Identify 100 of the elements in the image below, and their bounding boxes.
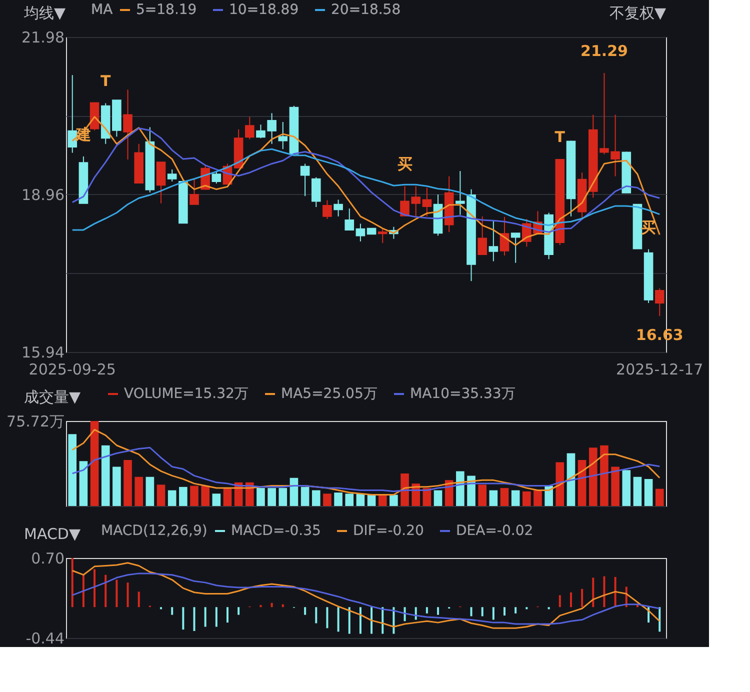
y-tick-label: 75.72万 (6, 412, 64, 430)
bar (592, 578, 594, 608)
candlestick (300, 163, 310, 197)
bar (478, 484, 486, 506)
bar (655, 488, 664, 506)
bar (434, 490, 442, 506)
annotation: 买 (397, 155, 412, 174)
line-series (72, 562, 660, 629)
bar (94, 569, 96, 608)
bar (68, 434, 77, 506)
text: MACD▼ (24, 525, 81, 543)
bar (190, 486, 198, 506)
text: 成交量▼ (24, 388, 81, 406)
legend-label: VOLUME=15.32万 (124, 386, 248, 402)
candlestick (478, 216, 487, 255)
bar (71, 558, 74, 608)
y-tick-label: 15.94 (22, 344, 64, 362)
annotation: 21.29 (580, 42, 628, 60)
bar (544, 486, 553, 506)
candlestick (278, 122, 288, 150)
bar (514, 607, 517, 614)
bar (581, 588, 584, 608)
y-tick-label: 0.70 (31, 550, 64, 568)
legend-label: DEA=-0.02 (456, 523, 534, 539)
bar (614, 576, 616, 608)
bar (566, 453, 576, 506)
bar (644, 479, 653, 506)
bar (337, 607, 340, 632)
bar (370, 607, 373, 634)
bar (356, 494, 365, 506)
bar (323, 494, 332, 506)
x-tick-label: 2025-09-25 (28, 360, 116, 378)
bar (126, 582, 129, 608)
bar (82, 574, 84, 608)
annotation: T (554, 128, 566, 146)
bar (201, 486, 210, 506)
bar (390, 494, 398, 506)
x-tick-label: 2025-12-17 (616, 360, 704, 378)
candlestick (156, 162, 166, 204)
bar (146, 476, 154, 506)
bar (492, 607, 494, 620)
candlestick (654, 288, 664, 317)
bar (156, 484, 166, 506)
bar (611, 466, 620, 506)
bar (90, 421, 99, 506)
bar (489, 490, 498, 506)
bar (124, 460, 132, 506)
candlestick (510, 232, 520, 264)
bar (212, 494, 221, 506)
legend-label: 20=18.58 (331, 2, 401, 18)
bar (304, 607, 306, 615)
bar (315, 607, 318, 624)
bar (522, 491, 531, 506)
bar (112, 466, 121, 506)
bar (400, 473, 409, 506)
line-series (72, 572, 660, 625)
bar (312, 490, 320, 506)
bar (204, 607, 206, 627)
bar (359, 607, 362, 634)
bar (134, 476, 144, 506)
text: 不复权▼ (609, 4, 666, 22)
bar (470, 607, 472, 616)
bar (556, 462, 564, 506)
bar (367, 494, 376, 506)
bar (588, 448, 598, 506)
legend-label: DIF=-0.20 (353, 523, 424, 539)
annotation: T (100, 72, 112, 90)
candlestick (167, 168, 177, 182)
candlestick (422, 187, 432, 217)
bar (300, 486, 310, 506)
bar (504, 607, 506, 616)
bar (104, 574, 107, 608)
bar (226, 607, 228, 623)
bar (168, 490, 176, 506)
bar (182, 607, 184, 630)
candlestick (322, 200, 332, 220)
candlestick (311, 176, 321, 208)
candlestick (190, 178, 199, 205)
bar (223, 488, 232, 506)
bar (570, 592, 572, 608)
bar (238, 607, 240, 615)
bar (622, 470, 631, 506)
candlestick (334, 199, 343, 217)
bar (171, 607, 174, 615)
bar (603, 576, 606, 608)
bar (268, 488, 276, 506)
bar (278, 488, 288, 506)
bar (534, 490, 542, 506)
bar (101, 445, 110, 506)
bar (79, 461, 88, 506)
legend-label: MA10=35.33万 (410, 386, 516, 402)
candlestick (378, 228, 388, 244)
legend-title: MA (91, 2, 114, 18)
bar (558, 595, 561, 608)
bar (658, 607, 661, 632)
text: 均线▼ (23, 4, 66, 22)
legend-label: 5=18.19 (136, 2, 197, 18)
candlestick (212, 170, 222, 184)
legend-label: MACD=-0.35 (231, 523, 321, 539)
bar (270, 602, 273, 608)
